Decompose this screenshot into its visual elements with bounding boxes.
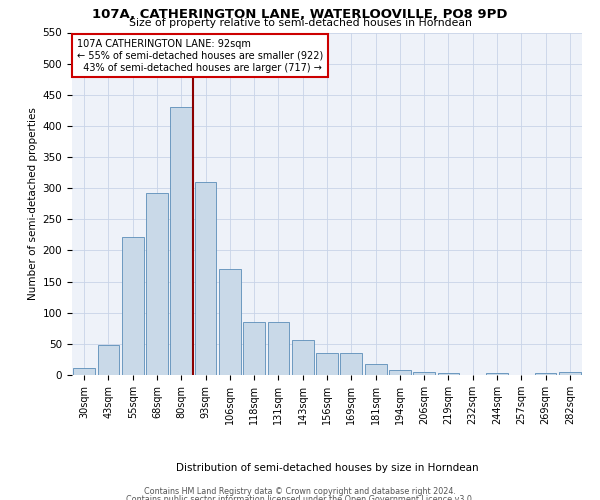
- Bar: [243, 322, 265, 375]
- Bar: [146, 193, 168, 375]
- Bar: [292, 340, 314, 375]
- Text: Size of property relative to semi-detached houses in Horndean: Size of property relative to semi-detach…: [128, 18, 472, 28]
- Bar: [365, 364, 386, 375]
- Text: Contains HM Land Registry data © Crown copyright and database right 2024.: Contains HM Land Registry data © Crown c…: [144, 488, 456, 496]
- Bar: [437, 372, 460, 375]
- Bar: [73, 368, 95, 375]
- Bar: [219, 269, 241, 375]
- Bar: [122, 237, 143, 375]
- Bar: [559, 372, 581, 375]
- Text: Contains public sector information licensed under the Open Government Licence v3: Contains public sector information licen…: [126, 495, 474, 500]
- Text: 107A CATHERINGTON LANE: 92sqm
← 55% of semi-detached houses are smaller (922)
  : 107A CATHERINGTON LANE: 92sqm ← 55% of s…: [77, 40, 323, 72]
- Bar: [316, 353, 338, 375]
- Bar: [413, 372, 435, 375]
- Bar: [194, 182, 217, 375]
- Y-axis label: Number of semi-detached properties: Number of semi-detached properties: [28, 108, 38, 300]
- Bar: [340, 353, 362, 375]
- Bar: [170, 107, 192, 375]
- X-axis label: Distribution of semi-detached houses by size in Horndean: Distribution of semi-detached houses by …: [176, 463, 478, 473]
- Bar: [535, 373, 556, 375]
- Text: 107A, CATHERINGTON LANE, WATERLOOVILLE, PO8 9PD: 107A, CATHERINGTON LANE, WATERLOOVILLE, …: [92, 8, 508, 20]
- Bar: [97, 345, 119, 375]
- Bar: [268, 322, 289, 375]
- Bar: [389, 370, 411, 375]
- Bar: [486, 373, 508, 375]
